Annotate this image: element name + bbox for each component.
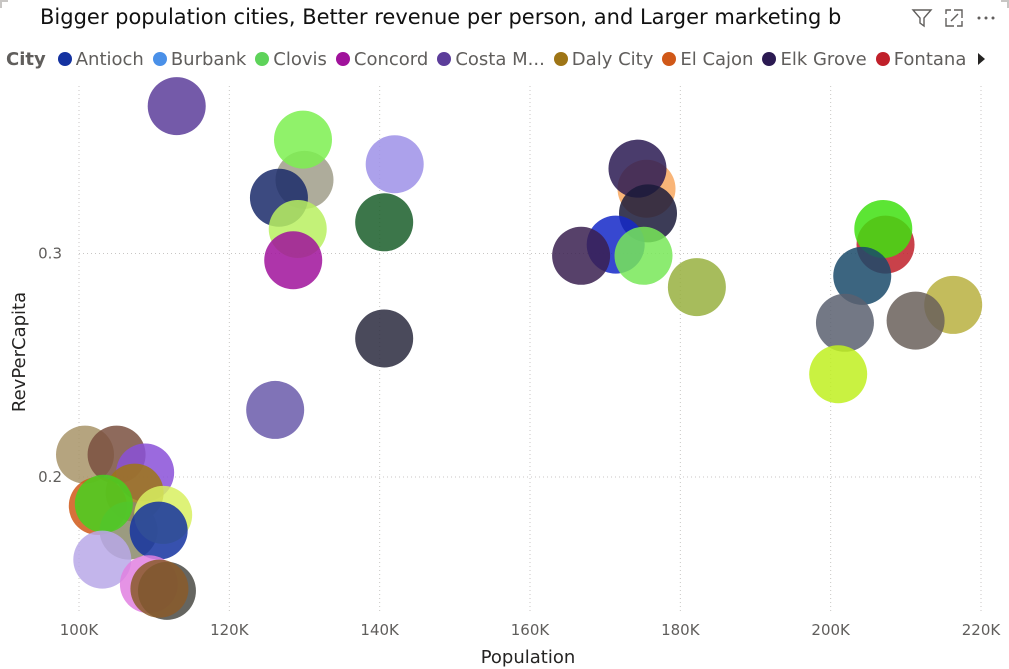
legend-marker-icon <box>553 52 568 66</box>
legend-label: El Cajon <box>680 48 754 70</box>
data-point[interactable] <box>815 293 874 352</box>
legend-item[interactable]: Daly City <box>553 48 654 70</box>
data-point[interactable] <box>130 559 189 618</box>
focus-mode-icon[interactable] <box>941 6 967 30</box>
data-point[interactable] <box>264 231 323 290</box>
filter-icon[interactable] <box>909 6 935 30</box>
visual-header <box>909 6 999 30</box>
legend-item[interactable]: Burbank <box>152 48 247 70</box>
data-point[interactable] <box>73 530 132 589</box>
legend-item[interactable]: Elk Grove <box>762 48 867 70</box>
x-axis-title: Population <box>481 647 576 668</box>
legend-label: Clovis <box>273 48 327 70</box>
legend: City Antioch Burbank Clovis Concord Cost… <box>6 46 966 72</box>
legend-label: Costa M... <box>455 48 545 70</box>
legend-label: Concord <box>353 48 429 70</box>
legend-marker-icon <box>255 52 270 66</box>
x-tick-label: 120K <box>210 621 250 639</box>
legend-item[interactable]: Concord <box>335 48 429 70</box>
data-point[interactable] <box>365 135 424 194</box>
legend-label: Antioch <box>75 48 144 70</box>
data-point[interactable] <box>809 345 868 404</box>
data-point[interactable] <box>833 246 892 305</box>
data-point[interactable] <box>608 139 667 198</box>
legend-label: Burbank <box>170 48 247 70</box>
legend-item[interactable]: Fontana <box>875 48 966 70</box>
data-point[interactable] <box>273 110 332 169</box>
data-point[interactable] <box>74 474 133 533</box>
resize-handle[interactable] <box>0 0 8 8</box>
legend-marker-icon <box>437 52 452 66</box>
legend-label: Fontana <box>893 48 966 70</box>
bubbles <box>56 77 983 620</box>
x-tick-label: 220K <box>962 621 1002 639</box>
x-tick-label: 180K <box>661 621 701 639</box>
x-tick-label: 140K <box>360 621 400 639</box>
x-tick-label: 160K <box>511 621 551 639</box>
chart-title: Bigger population cities, Better revenue… <box>40 5 842 29</box>
caret-right-icon <box>978 53 985 65</box>
legend-marker-icon <box>152 52 167 66</box>
legend-item[interactable]: El Cajon <box>662 49 753 70</box>
legend-marker-icon <box>762 52 777 66</box>
y-axis-title: RevPerCapita <box>9 292 30 412</box>
data-point[interactable] <box>246 380 305 439</box>
data-point[interactable] <box>552 226 611 285</box>
x-tick-label: 100K <box>60 621 100 639</box>
legend-label: Daly City <box>571 48 654 70</box>
legend-marker-icon <box>335 52 350 66</box>
legend-marker-icon <box>875 52 890 66</box>
y-tick-label: 0.3 <box>38 245 62 263</box>
legend-next-button[interactable] <box>972 46 990 72</box>
legend-marker-icon <box>57 52 72 66</box>
legend-item[interactable]: Clovis <box>255 49 327 70</box>
legend-title: City <box>6 48 46 70</box>
y-tick-label: 0.2 <box>38 468 62 486</box>
data-point[interactable] <box>854 199 913 258</box>
data-point[interactable] <box>886 291 945 350</box>
legend-item[interactable]: Costa M... <box>437 48 545 70</box>
data-point[interactable] <box>129 501 188 560</box>
x-tick-label: 200K <box>811 621 851 639</box>
data-point[interactable] <box>614 226 673 285</box>
legend-item[interactable]: Antioch <box>57 48 144 70</box>
data-point[interactable] <box>355 309 414 368</box>
legend-label: Elk Grove <box>780 48 867 70</box>
resize-handle[interactable] <box>1001 0 1009 8</box>
data-point[interactable] <box>667 258 726 317</box>
more-options-icon[interactable] <box>973 6 999 30</box>
y-axis-ticks: 0.2 0.3 <box>38 245 62 486</box>
data-point[interactable] <box>147 77 206 136</box>
x-axis-ticks: 100K 120K 140K 160K 180K 200K 220K <box>60 621 1002 639</box>
data-point[interactable] <box>355 193 414 252</box>
legend-marker-icon <box>662 52 677 66</box>
